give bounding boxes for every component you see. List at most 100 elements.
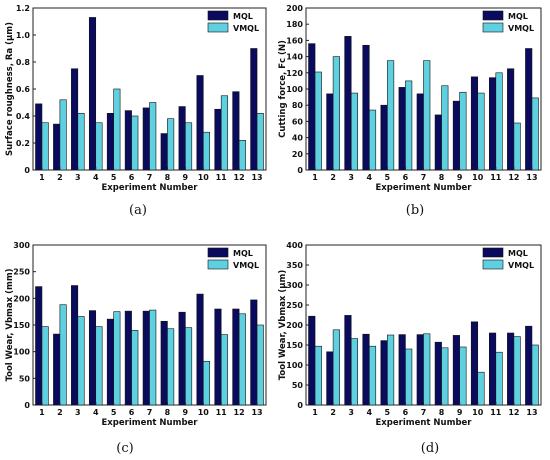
bar-mql [106, 318, 114, 406]
y-tick-label: 180 [286, 20, 303, 29]
y-tick-label: 20 [292, 150, 304, 159]
legend-label-vmql: VMQL [508, 261, 534, 270]
legend-label-vmql: VMQL [233, 24, 259, 33]
bar-mql [362, 44, 370, 171]
bar-mql [507, 332, 515, 406]
x-tick-label: 9 [457, 173, 463, 182]
bar-mql [160, 133, 168, 171]
x-tick-label: 4 [366, 408, 372, 417]
y-tick-label: 0 [24, 166, 30, 175]
x-tick-label: 7 [421, 408, 427, 417]
legend-swatch-mql [207, 10, 229, 21]
bar-mql [88, 17, 97, 171]
y-tick-label: 0 [24, 401, 30, 410]
bar-mql [232, 91, 240, 171]
bar-mql [71, 285, 79, 406]
x-axis-label: Experiment Number [375, 183, 472, 193]
bar-vmql [531, 97, 539, 171]
bar-vmql [513, 336, 521, 406]
x-tick-label: 12 [234, 173, 245, 182]
bar-mql [416, 334, 424, 406]
x-axis-label: Experiment Number [101, 183, 198, 193]
bar-mql [452, 100, 460, 171]
legend-swatch-mql [207, 247, 229, 258]
y-tick-label: 250 [286, 301, 303, 310]
x-tick-label: 12 [234, 408, 245, 417]
y-tick-label: 1.2 [16, 4, 30, 13]
y-tick-label: 100 [13, 348, 30, 357]
y-tick-label: 200 [13, 294, 30, 303]
x-tick-label: 6 [129, 408, 135, 417]
legend-swatch-vmql [482, 259, 504, 270]
x-tick-label: 2 [57, 173, 63, 182]
x-tick-label: 3 [348, 408, 354, 417]
x-tick-label: 11 [490, 408, 502, 417]
x-tick-label: 4 [93, 408, 99, 417]
bar-vmql [405, 80, 413, 171]
panel-caption: (a) [129, 203, 147, 218]
y-tick-label: 0 [297, 166, 303, 175]
bar-vmql [256, 324, 264, 406]
bar-vmql [238, 140, 246, 171]
bar-vmql [368, 345, 377, 406]
x-tick-label: 10 [198, 173, 210, 182]
y-tick-label: 200 [286, 4, 303, 13]
y-tick-label: 1.0 [16, 31, 31, 40]
bar-mql [53, 123, 61, 171]
bar-vmql [77, 316, 85, 406]
x-tick-label: 10 [472, 173, 484, 182]
x-tick-label: 5 [385, 408, 391, 417]
x-tick-label: 8 [165, 173, 171, 182]
x-tick-label: 5 [111, 173, 117, 182]
bar-vmql [167, 328, 175, 406]
bar-vmql [350, 92, 359, 171]
y-tick-label: 140 [286, 53, 303, 62]
x-tick-label: 1 [312, 173, 318, 182]
bar-vmql [423, 333, 431, 406]
bar-mql [525, 48, 533, 171]
x-tick-label: 6 [129, 173, 135, 182]
bar-vmql [41, 326, 49, 406]
legend-label-vmql: VMQL [233, 261, 259, 270]
x-tick-label: 6 [403, 408, 409, 417]
y-axis-label: Cutting force, Fc (N) [278, 40, 288, 138]
y-axis-label: Surface roughness, Ra (µm) [5, 22, 15, 156]
y-tick-label: 0 [297, 401, 303, 410]
x-tick-label: 7 [147, 408, 153, 417]
x-tick-label: 3 [75, 173, 81, 182]
bar-vmql [314, 71, 322, 171]
bar-mql [380, 104, 388, 171]
y-tick-label: 80 [292, 101, 304, 110]
bar-vmql [131, 115, 139, 171]
legend-label-mql: MQL [508, 12, 528, 21]
panel-caption: (d) [421, 441, 439, 456]
bar-vmql [405, 348, 413, 406]
bar-mql [124, 110, 132, 171]
bar-mql [106, 113, 114, 171]
bar-vmql [77, 113, 85, 171]
bar-mql [308, 315, 316, 406]
bar-mql [398, 87, 406, 171]
x-tick-label: 8 [165, 408, 171, 417]
y-tick-label: 160 [286, 36, 303, 45]
bar-mql [308, 43, 316, 171]
bar-vmql [202, 360, 211, 406]
legend-label-mql: MQL [508, 249, 528, 258]
bar-vmql [441, 85, 449, 171]
y-tick-label: 150 [13, 321, 30, 330]
y-tick-label: 100 [286, 361, 303, 370]
bar-vmql [113, 88, 121, 171]
x-axis-label: Experiment Number [375, 418, 472, 428]
bar-mql [53, 333, 61, 406]
x-tick-label: 12 [508, 408, 519, 417]
x-tick-label: 2 [330, 408, 336, 417]
bar-mql [452, 335, 460, 406]
x-tick-label: 3 [348, 173, 354, 182]
bar-mql [142, 310, 150, 406]
y-tick-label: 120 [286, 69, 303, 78]
x-tick-label: 2 [330, 173, 336, 182]
legend-label-mql: MQL [233, 12, 253, 21]
bar-vmql [41, 122, 49, 171]
bar-vmql [531, 344, 539, 406]
